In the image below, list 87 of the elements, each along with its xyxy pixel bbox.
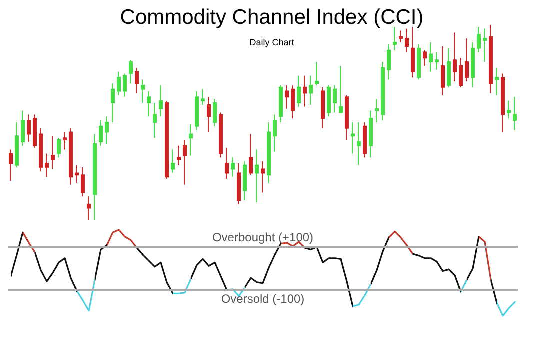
candlestick [165, 100, 169, 180]
candlestick [279, 84, 283, 123]
candlestick [459, 58, 463, 88]
candlestick [123, 73, 127, 98]
candlestick [261, 161, 265, 194]
candlestick [183, 140, 187, 186]
candlestick [387, 44, 391, 80]
candlestick [225, 147, 229, 180]
candlestick [513, 96, 517, 131]
candlestick [75, 164, 79, 184]
candlestick [189, 124, 193, 156]
candlestick [369, 110, 373, 158]
candlestick [363, 122, 367, 158]
candlestick [273, 114, 277, 152]
candlestick [237, 162, 241, 205]
candlestick [141, 79, 145, 104]
candlestick [153, 102, 157, 139]
candlestick [489, 24, 493, 94]
candlestick [255, 149, 259, 203]
candlestick [87, 196, 91, 220]
candlestick [417, 44, 421, 80]
candlestick [495, 67, 499, 96]
candlestick [327, 84, 331, 118]
candlestick [381, 62, 385, 122]
candlestick [339, 65, 343, 114]
candlestick [63, 132, 67, 150]
candlestick [117, 71, 121, 96]
candlestick [405, 28, 409, 53]
candlestick [21, 110, 25, 146]
candlestick [291, 84, 295, 120]
candlestick [303, 75, 307, 108]
candlestick [15, 122, 19, 168]
candlestick [51, 136, 55, 170]
candlestick [477, 26, 481, 53]
candlestick [9, 149, 13, 182]
candlestick [483, 28, 487, 63]
candlestick [453, 32, 457, 82]
candlestick [219, 112, 223, 158]
candlestick [39, 128, 43, 172]
candlestick [159, 84, 163, 118]
candlestick [321, 86, 325, 129]
candlestick [231, 157, 235, 178]
candlestick [345, 94, 349, 141]
candlestick [177, 145, 181, 166]
candlestick [81, 166, 85, 198]
candlestick [33, 114, 37, 148]
candlestick [249, 134, 253, 176]
candlestick [447, 48, 451, 88]
candlestick [243, 161, 247, 201]
candlestick [171, 149, 175, 174]
candlestick [99, 120, 103, 146]
candlestick [399, 30, 403, 44]
candlestick [129, 60, 133, 84]
candlestick [57, 138, 61, 158]
candlestick [465, 38, 469, 82]
candlestick [201, 88, 205, 106]
candlestick [207, 96, 211, 133]
ref-line-label: Oversold (-100) [221, 292, 305, 306]
candlestick [27, 114, 31, 142]
candlestick [501, 73, 505, 133]
candlestick [147, 90, 151, 118]
candlestick [93, 134, 97, 220]
candlestick [297, 75, 301, 108]
candlestick [105, 116, 109, 144]
candlestick [45, 153, 49, 178]
candlestick [441, 46, 445, 96]
candlestick [195, 90, 199, 131]
candlestick [429, 42, 433, 72]
candlestick [423, 50, 427, 66]
candlestick [357, 122, 361, 166]
chart-title: Commodity Channel Index (CCI) [120, 6, 424, 29]
candlestick [285, 84, 289, 110]
candlestick [309, 75, 313, 106]
candlestick [267, 122, 271, 184]
candlestick [135, 67, 139, 94]
candlestick [351, 122, 355, 154]
ref-line-label: Overbought (+100) [212, 230, 314, 244]
candlestick [333, 84, 337, 114]
candlestick [471, 42, 475, 88]
candlestick [213, 98, 217, 127]
candlestick [315, 62, 319, 86]
candlestick [111, 83, 115, 123]
candlestick [375, 98, 379, 123]
text: Daily Chart [250, 38, 295, 48]
candlestick [435, 52, 439, 70]
candlestick [507, 100, 511, 120]
candlestick [69, 128, 73, 186]
